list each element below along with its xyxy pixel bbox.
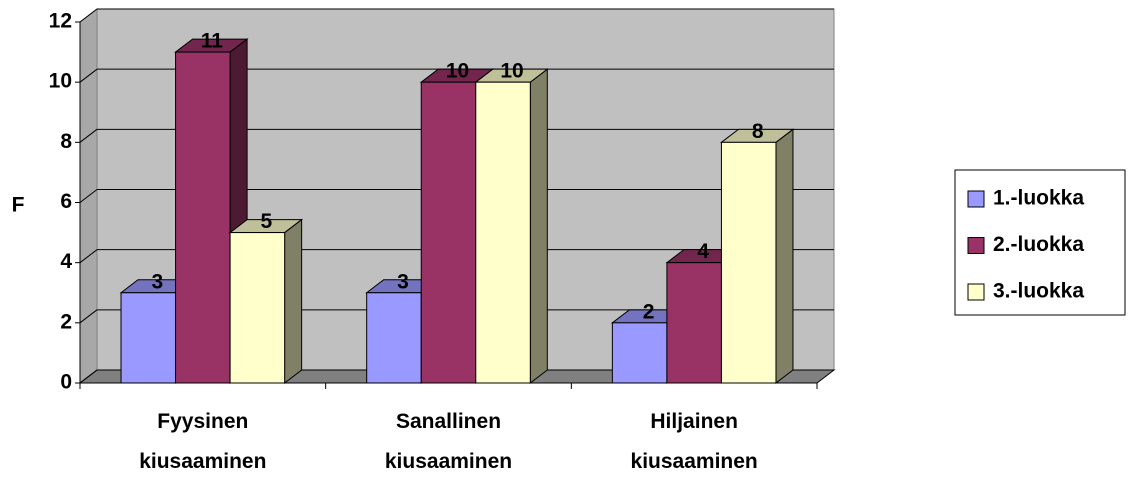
bar	[420, 81, 477, 384]
value-label: 5	[261, 210, 273, 233]
bar	[120, 292, 177, 384]
grid-line-side	[79, 309, 98, 324]
bar	[229, 232, 286, 384]
grid-line-side	[79, 128, 98, 143]
legend-label: 1.-luokka	[993, 187, 1084, 210]
bar-side	[775, 128, 794, 385]
grid-line-side	[79, 369, 98, 384]
y-tick-label: 6	[60, 190, 72, 213]
x-tick-label: Fyysinen kiusaaminen	[139, 410, 267, 473]
legend-label: 2.-luokka	[993, 233, 1084, 256]
value-label: 10	[446, 60, 469, 83]
value-label: 4	[697, 240, 709, 263]
bar-side	[529, 68, 548, 385]
y-tick-label: 12	[49, 10, 72, 33]
value-label: 10	[500, 60, 523, 83]
grid-line-side	[79, 68, 98, 83]
legend-label: 3.-luokka	[993, 280, 1084, 303]
x-tick-label: Sanallinen kiusaaminen	[384, 410, 513, 473]
value-label: 3	[151, 270, 163, 293]
grid-line-side	[79, 189, 98, 203]
value-label: 8	[752, 120, 764, 143]
value-label: 3	[397, 270, 409, 293]
grid-line-side	[79, 249, 98, 264]
x-tick-label: Hiljainen kiusaaminen	[630, 410, 758, 473]
legend-swatch	[967, 283, 985, 301]
legend-swatch	[967, 237, 985, 254]
y-tick-label: 0	[60, 371, 72, 394]
bar	[666, 262, 722, 384]
legend-swatch	[967, 190, 985, 208]
y-tick-label: 4	[60, 250, 72, 273]
bar	[366, 292, 422, 384]
bar-side	[284, 218, 303, 385]
y-tick-label: 10	[49, 70, 72, 93]
grid-line-side	[79, 8, 98, 23]
bar	[611, 322, 668, 384]
y-tick-label: 8	[60, 130, 72, 153]
value-label: 11	[201, 30, 224, 53]
bar	[475, 81, 531, 384]
y-axis-label: F	[12, 194, 25, 217]
bar	[175, 51, 231, 384]
bar	[720, 141, 777, 384]
y-tick-label: 2	[60, 310, 72, 333]
value-label: 2	[643, 300, 655, 323]
